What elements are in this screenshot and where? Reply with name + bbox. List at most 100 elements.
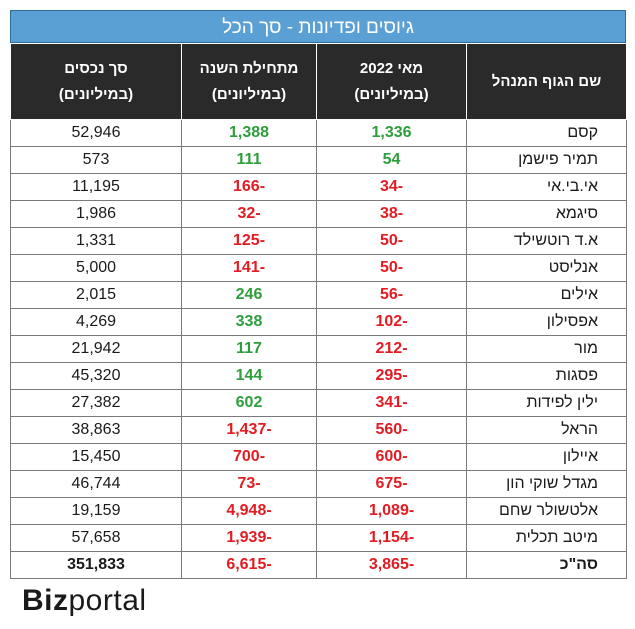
logo-bold-part: Biz: [22, 584, 69, 617]
total-assets-cell: 1,986: [10, 200, 182, 228]
table-row: מגדל שוקי הון -675 -73 46,744: [10, 470, 627, 498]
header-assets-unit: (במיליונים): [58, 85, 134, 103]
ytd-flow-cell: 246: [181, 281, 317, 309]
ytd-flow-cell: 1,388: [181, 119, 317, 147]
table-row: סיגמא -38 -32 1,986: [10, 200, 627, 228]
ytd-flow-cell: 117: [181, 335, 317, 363]
manager-name-cell: אילים: [466, 281, 627, 309]
may-flow-cell: -1,089: [316, 497, 467, 525]
header-may-unit: (במיליונים): [354, 85, 429, 103]
table-row: א.ד רוטשילד -50 -125 1,331: [10, 227, 627, 255]
header-ytd-unit: (במיליונים): [211, 85, 287, 103]
may-flow-cell: -3,865: [316, 551, 467, 579]
header-may-label: מאי 2022: [359, 59, 424, 77]
ytd-flow-cell: -6,615: [181, 551, 317, 579]
total-assets-cell: 38,863: [10, 416, 182, 444]
total-assets-cell: 27,382: [10, 389, 182, 417]
header-assets-label: סך נכסים: [64, 59, 128, 77]
bizportal-logo: Bizportal: [22, 584, 147, 618]
table-row: פסגות -295 144 45,320: [10, 362, 627, 390]
table-row: איילון -600 -700 15,450: [10, 443, 627, 471]
may-flow-cell: 54: [316, 146, 467, 174]
fund-flows-table: שם הגוף המנהל מאי 2022 (במיליונים) מתחילת…: [10, 43, 627, 579]
may-flow-cell: -295: [316, 362, 467, 390]
ytd-flow-cell: -73: [181, 470, 317, 498]
total-assets-cell: 45,320: [10, 362, 182, 390]
total-assets-cell: 2,015: [10, 281, 182, 309]
logo-light-part: portal: [68, 584, 147, 617]
manager-name-cell: אי.בי.אי: [466, 173, 627, 201]
header-manager: שם הגוף המנהל: [466, 43, 627, 120]
ytd-flow-cell: 111: [181, 146, 317, 174]
header-assets: סך נכסים (במיליונים): [10, 43, 182, 120]
may-flow-cell: -675: [316, 470, 467, 498]
may-flow-cell: -50: [316, 254, 467, 282]
may-flow-cell: -34: [316, 173, 467, 201]
may-flow-cell: -600: [316, 443, 467, 471]
manager-name-cell: קסם: [466, 119, 627, 147]
ytd-flow-cell: 338: [181, 308, 317, 336]
table-row: תמיר פישמן 54 111 573: [10, 146, 627, 174]
manager-name-cell: אפסילון: [466, 308, 627, 336]
ytd-flow-cell: -166: [181, 173, 317, 201]
table-body: קסם 1,336 1,388 52,946 תמיר פישמן 54 111 573 אי.…: [10, 119, 627, 579]
may-flow-cell: -1,154: [316, 524, 467, 552]
total-assets-cell: 15,450: [10, 443, 182, 471]
total-assets-cell: 5,000: [10, 254, 182, 282]
table-row: מור -212 117 21,942: [10, 335, 627, 363]
manager-name-cell: אלטשולר שחם: [466, 497, 627, 525]
ytd-flow-cell: -141: [181, 254, 317, 282]
may-flow-cell: -212: [316, 335, 467, 363]
manager-name-cell: מגדל שוקי הון: [466, 470, 627, 498]
manager-name-cell: א.ד רוטשילד: [466, 227, 627, 255]
total-row: סה"כ -3,865 -6,615 351,833: [10, 551, 627, 579]
manager-name-cell: מיטב תכלית: [466, 524, 627, 552]
table-row: קסם 1,336 1,388 52,946: [10, 119, 627, 147]
may-flow-cell: -102: [316, 308, 467, 336]
manager-name-cell: איילון: [466, 443, 627, 471]
table-row: מיטב תכלית -1,154 -1,939 57,658: [10, 524, 627, 552]
ytd-flow-cell: 602: [181, 389, 317, 417]
table-row: ילין לפידות -341 602 27,382: [10, 389, 627, 417]
manager-name-cell: הראל: [466, 416, 627, 444]
total-assets-cell: 19,159: [10, 497, 182, 525]
header-may: מאי 2022 (במיליונים): [316, 43, 467, 120]
manager-name-cell: סיגמא: [466, 200, 627, 228]
ytd-flow-cell: -32: [181, 200, 317, 228]
total-assets-cell: 351,833: [10, 551, 182, 579]
manager-name-cell: ילין לפידות: [466, 389, 627, 417]
may-flow-cell: -38: [316, 200, 467, 228]
ytd-flow-cell: -1,437: [181, 416, 317, 444]
total-assets-cell: 46,744: [10, 470, 182, 498]
ytd-flow-cell: -1,939: [181, 524, 317, 552]
may-flow-cell: -50: [316, 227, 467, 255]
total-assets-cell: 4,269: [10, 308, 182, 336]
table-row: אפסילון -102 338 4,269: [10, 308, 627, 336]
total-assets-cell: 11,195: [10, 173, 182, 201]
table-row: אי.בי.אי -34 -166 11,195: [10, 173, 627, 201]
header-manager-label: שם הגוף המנהל: [491, 72, 602, 90]
total-assets-cell: 52,946: [10, 119, 182, 147]
manager-name-cell: אנליסט: [466, 254, 627, 282]
manager-name-cell: מור: [466, 335, 627, 363]
ytd-flow-cell: -125: [181, 227, 317, 255]
header-row: שם הגוף המנהל מאי 2022 (במיליונים) מתחילת…: [10, 43, 627, 120]
ytd-flow-cell: -4,948: [181, 497, 317, 525]
manager-name-cell: סה"כ: [466, 551, 627, 579]
table-title: גיוסים ופדיונות - סך הכל: [10, 10, 626, 43]
header-ytd: מתחילת השנה (במיליונים): [181, 43, 317, 120]
total-assets-cell: 573: [10, 146, 182, 174]
may-flow-cell: -341: [316, 389, 467, 417]
table-row: אילים -56 246 2,015: [10, 281, 627, 309]
table-row: הראל -560 -1,437 38,863: [10, 416, 627, 444]
table-row: אנליסט -50 -141 5,000: [10, 254, 627, 282]
may-flow-cell: -560: [316, 416, 467, 444]
manager-name-cell: תמיר פישמן: [466, 146, 627, 174]
total-assets-cell: 21,942: [10, 335, 182, 363]
fund-flows-panel: גיוסים ופדיונות - סך הכל שם הגוף המנהל מ…: [10, 10, 627, 579]
table-row: אלטשולר שחם -1,089 -4,948 19,159: [10, 497, 627, 525]
manager-name-cell: פסגות: [466, 362, 627, 390]
may-flow-cell: 1,336: [316, 119, 467, 147]
ytd-flow-cell: -700: [181, 443, 317, 471]
total-assets-cell: 57,658: [10, 524, 182, 552]
